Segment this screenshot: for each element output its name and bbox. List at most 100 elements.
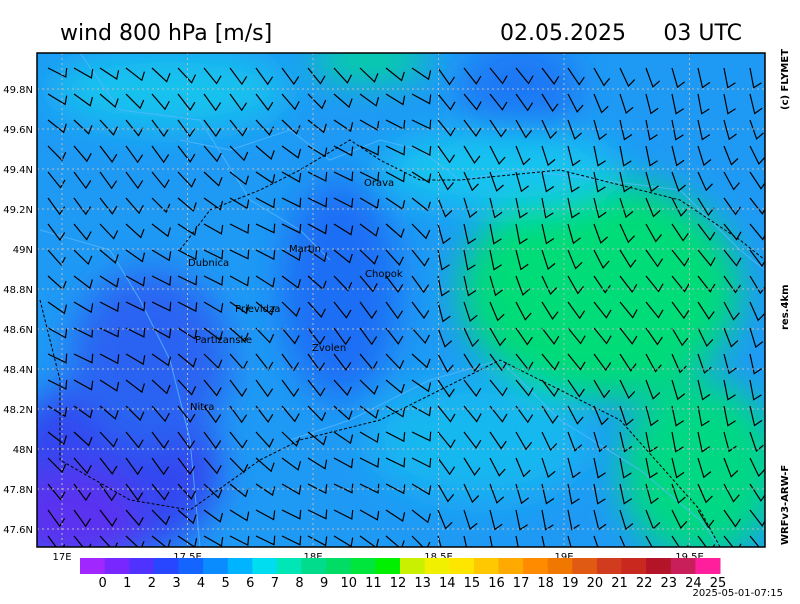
wind-barb <box>671 197 688 217</box>
wind-barb <box>515 431 533 451</box>
wind-barb <box>385 301 404 320</box>
wind-barb <box>307 509 328 520</box>
wind-barb <box>99 379 120 392</box>
wind-barb <box>281 171 302 183</box>
wind-barb <box>73 119 93 135</box>
wind-barb <box>281 249 302 261</box>
wind-barb <box>125 431 144 449</box>
wind-barb <box>73 431 93 447</box>
wind-barb <box>99 171 118 190</box>
wind-barb <box>99 327 120 338</box>
colorbar-swatch <box>227 558 253 574</box>
wind-barb <box>359 405 379 419</box>
wind-barb <box>645 327 663 346</box>
place-name: Nitra <box>190 402 214 413</box>
wind-barb <box>593 249 610 269</box>
wind-barb <box>749 379 762 401</box>
wind-barb <box>463 327 480 348</box>
colorbar-label: 15 <box>464 576 481 591</box>
wind-barb <box>281 197 302 208</box>
wind-barb <box>645 171 659 193</box>
wind-barb <box>47 379 68 390</box>
wind-barb <box>489 93 508 111</box>
wind-barb <box>671 379 686 401</box>
wind-barb <box>567 119 582 140</box>
wind-barb <box>411 509 431 524</box>
lat-label: 49.2N <box>3 205 33 216</box>
wind-barb <box>151 327 172 339</box>
wind-barb <box>749 145 765 165</box>
wind-barb <box>99 509 118 527</box>
wind-barb <box>723 67 736 89</box>
wind-barb <box>749 119 764 140</box>
wind-barb <box>723 301 740 321</box>
wind-barb <box>411 483 432 496</box>
wind-barb <box>437 483 455 503</box>
wind-barb <box>437 431 456 449</box>
wind-barb <box>593 483 606 505</box>
wind-barb <box>333 483 354 494</box>
wind-barb <box>73 457 92 475</box>
wind-barb <box>619 431 633 453</box>
wind-barb <box>437 197 453 218</box>
wind-barb <box>593 223 608 244</box>
wind-barb <box>125 223 145 239</box>
wind-barb <box>489 223 502 245</box>
wind-barb <box>333 145 354 157</box>
wind-barb <box>203 197 224 211</box>
wind-barb <box>593 405 609 426</box>
wind-barb <box>255 223 276 234</box>
wind-barb <box>333 249 353 264</box>
wind-barb <box>229 67 248 86</box>
wind-barb <box>151 119 170 138</box>
wind-barb <box>515 197 528 219</box>
wind-barb <box>333 327 352 346</box>
wind-barb <box>541 353 560 371</box>
wind-barb <box>359 119 380 131</box>
wind-barb <box>671 93 684 115</box>
wind-barb <box>697 509 715 529</box>
wind-barb <box>411 457 432 468</box>
wind-barb <box>177 509 197 525</box>
wind-barb <box>359 197 380 209</box>
place-name: Prievidza <box>235 304 280 315</box>
wind-barb <box>593 67 611 87</box>
lat-label: 48.4N <box>3 365 33 376</box>
timestamp: 2025-05-01-07:15 <box>692 588 783 599</box>
wind-barb <box>411 171 432 184</box>
wind-barb <box>619 93 634 115</box>
wind-barb <box>99 405 119 420</box>
wind-barb <box>255 275 276 288</box>
wind-barb <box>125 145 144 164</box>
wind-barb <box>359 301 378 320</box>
wind-barb <box>99 249 119 264</box>
colorbar-swatch <box>375 558 401 574</box>
wind-barb <box>307 67 326 85</box>
wind-barb <box>73 301 94 314</box>
wind-barb <box>567 223 581 245</box>
wind-barb <box>333 509 354 520</box>
wind-barb <box>255 535 276 546</box>
wind-barb <box>619 379 636 400</box>
colorbar-label: 18 <box>537 576 554 591</box>
wind-barb <box>177 249 198 261</box>
wind-barb <box>385 67 405 82</box>
wind-barb <box>229 457 249 474</box>
wind-barb <box>125 67 145 82</box>
wind-barb <box>281 327 300 345</box>
wind-barb <box>541 509 554 531</box>
wind-barb <box>619 223 636 244</box>
colorbar-swatch <box>203 558 229 574</box>
colorbar-label: 6 <box>246 576 254 591</box>
wind-barb <box>593 197 607 219</box>
wind-barb <box>307 431 327 446</box>
wind-barb <box>73 353 94 364</box>
wind-barb <box>697 483 713 504</box>
wind-barb <box>437 275 450 297</box>
wind-barb <box>749 67 762 89</box>
wind-barb <box>489 301 505 322</box>
wind-barb <box>749 275 765 295</box>
colorbar-label: 8 <box>295 576 303 591</box>
wind-barb <box>723 405 736 427</box>
